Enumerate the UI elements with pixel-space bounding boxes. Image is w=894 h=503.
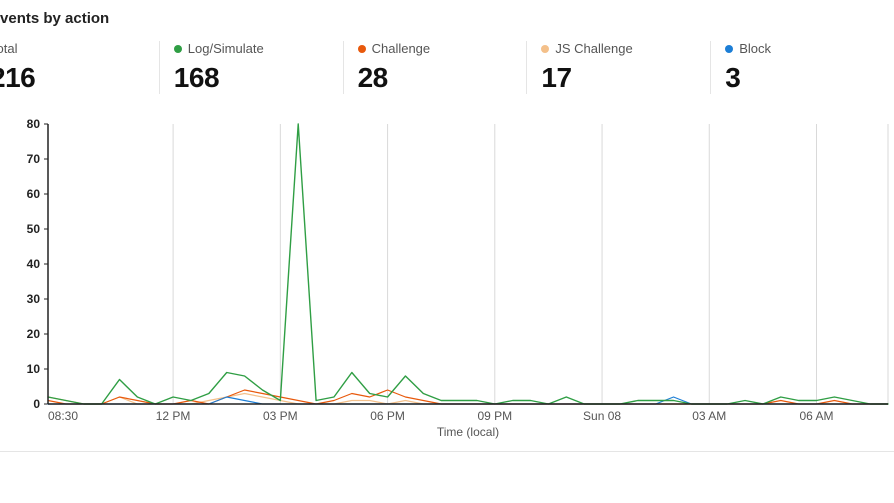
series-log_simulate [48,124,888,404]
stat-label: Challenge [372,41,431,56]
svg-text:20: 20 [27,327,41,341]
stat-label: Log/Simulate [188,41,264,56]
stat-value: 216 [0,62,145,94]
series-js_challenge [48,394,888,405]
svg-text:10: 10 [27,362,41,376]
stats-row: Total 216 Log/Simulate 168 Challenge 28 JS Cha… [0,41,894,94]
svg-text:60: 60 [27,187,41,201]
svg-text:Sun 08: Sun 08 [583,409,621,423]
svg-text:80: 80 [27,117,41,131]
legend-dot [725,45,733,53]
chart-container: 0 10 20 30 40 50 60 70 80 08:30 12 PM 03 PM 06 PM 09 … [0,112,894,452]
panel-title: Events by action [0,0,894,41]
legend-dot [541,45,549,53]
legend-dot [174,45,182,53]
stat-js-challenge: JS Challenge 17 [526,41,710,94]
events-line-chart: 0 10 20 30 40 50 60 70 80 08:30 12 PM 03 PM 06 PM 09 … [0,112,894,442]
svg-text:03 PM: 03 PM [263,409,298,423]
svg-text:Time (local): Time (local) [437,425,499,439]
svg-text:08:30: 08:30 [48,409,78,423]
svg-text:30: 30 [27,292,41,306]
stat-log-simulate: Log/Simulate 168 [159,41,343,94]
stat-label: Block [739,41,771,56]
stat-total: Total 216 [0,41,159,94]
svg-text:50: 50 [27,222,41,236]
stat-challenge: Challenge 28 [343,41,527,94]
legend-dot [358,45,366,53]
svg-text:06 PM: 06 PM [370,409,405,423]
svg-text:03 AM: 03 AM [692,409,726,423]
svg-text:70: 70 [27,152,41,166]
svg-text:06 AM: 06 AM [799,409,833,423]
stat-value: 3 [725,62,880,94]
svg-text:40: 40 [27,257,41,271]
stat-label: Total [0,41,17,56]
stat-value: 17 [541,62,696,94]
stat-label: JS Challenge [555,41,632,56]
stat-value: 168 [174,62,329,94]
svg-text:09 PM: 09 PM [477,409,512,423]
stat-block: Block 3 [710,41,894,94]
svg-text:12 PM: 12 PM [156,409,191,423]
svg-text:0: 0 [33,397,40,411]
stat-value: 28 [358,62,513,94]
